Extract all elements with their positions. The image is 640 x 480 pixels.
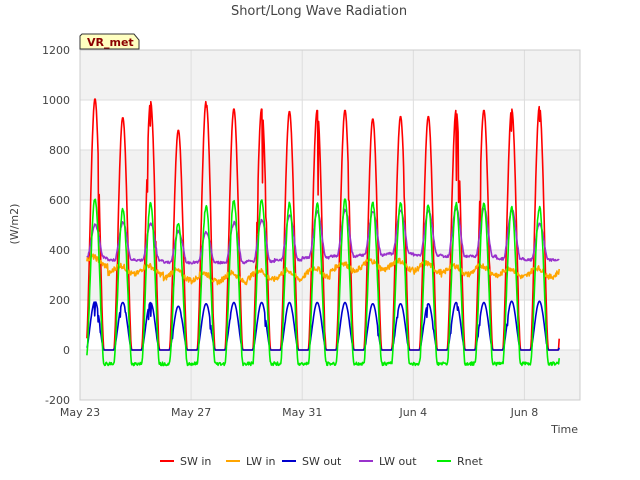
x-tick-label: May 31 — [282, 406, 322, 419]
y-axis-title: (W/m2) — [8, 204, 21, 245]
y-tick-label: 1000 — [42, 94, 70, 107]
legend-label: LW out — [379, 455, 417, 468]
plot-band — [80, 50, 580, 100]
legend-label: Rnet — [457, 455, 483, 468]
series-line-lw-out — [86, 207, 560, 265]
y-tick-label: 800 — [49, 144, 70, 157]
series-line-lw-in — [86, 253, 560, 286]
x-tick-label: Jun 8 — [510, 406, 539, 419]
plot-frame — [79, 49, 581, 401]
plot-band — [80, 300, 580, 350]
legend: SW in LW in SW out LW out Rnet — [160, 455, 483, 468]
plot-band — [80, 200, 580, 250]
x-tick-label: May 23 — [60, 406, 100, 419]
chart-title: Short/Long Wave Radiation — [231, 4, 407, 19]
y-tick-label: 200 — [49, 294, 70, 307]
legend-label: LW in — [246, 455, 276, 468]
y-tick-label: -200 — [45, 394, 70, 407]
badge-box — [79, 33, 140, 50]
legend-label: SW out — [302, 455, 342, 468]
plot-band — [80, 150, 580, 200]
badge-label: VR_met — [87, 36, 134, 49]
series-line-rnet — [86, 198, 560, 367]
x-tick-label: Jun 4 — [398, 406, 427, 419]
site-badge: VR_met — [79, 33, 140, 50]
y-tick-label: 1200 — [42, 44, 70, 57]
plot-band — [80, 350, 580, 400]
series-layer — [86, 98, 560, 367]
legend-label: SW in — [180, 455, 211, 468]
plot-band — [80, 100, 580, 150]
y-tick-label: 600 — [49, 194, 70, 207]
x-tick-labels: May 23 May 27 May 31 Jun 4 Jun 8 — [60, 406, 538, 419]
x-axis-title: Time — [550, 423, 578, 436]
y-tick-label: 400 — [49, 244, 70, 257]
y-tick-label: 0 — [63, 344, 70, 357]
series-line-sw-out — [86, 300, 560, 351]
y-tick-labels: -200 0 200 400 600 800 1000 1200 — [42, 44, 70, 407]
x-tick-label: May 27 — [171, 406, 211, 419]
